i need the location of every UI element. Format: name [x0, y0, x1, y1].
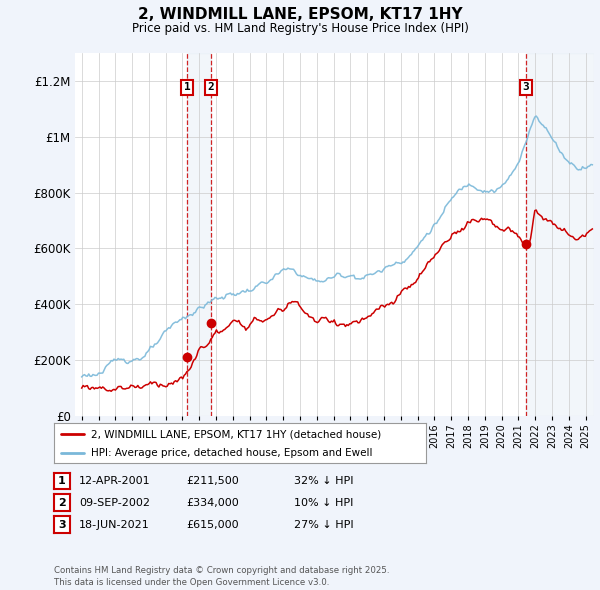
Text: 09-SEP-2002: 09-SEP-2002	[79, 498, 150, 507]
Text: 2, WINDMILL LANE, EPSOM, KT17 1HY (detached house): 2, WINDMILL LANE, EPSOM, KT17 1HY (detac…	[91, 430, 382, 440]
Text: £334,000: £334,000	[186, 498, 239, 507]
Text: 2: 2	[58, 498, 65, 507]
Text: 10% ↓ HPI: 10% ↓ HPI	[294, 498, 353, 507]
Text: 2: 2	[208, 83, 214, 93]
Text: HPI: Average price, detached house, Epsom and Ewell: HPI: Average price, detached house, Epso…	[91, 448, 373, 458]
Text: £615,000: £615,000	[186, 520, 239, 529]
Text: 27% ↓ HPI: 27% ↓ HPI	[294, 520, 353, 529]
Text: 12-APR-2001: 12-APR-2001	[79, 476, 151, 486]
Text: 1: 1	[58, 476, 65, 486]
Text: 2, WINDMILL LANE, EPSOM, KT17 1HY: 2, WINDMILL LANE, EPSOM, KT17 1HY	[137, 7, 463, 22]
Text: 32% ↓ HPI: 32% ↓ HPI	[294, 476, 353, 486]
Text: 1: 1	[184, 83, 191, 93]
Text: 3: 3	[523, 83, 530, 93]
Text: 18-JUN-2021: 18-JUN-2021	[79, 520, 150, 529]
Bar	[526, 53, 594, 416]
Bar	[187, 53, 211, 416]
Text: Price paid vs. HM Land Registry's House Price Index (HPI): Price paid vs. HM Land Registry's House …	[131, 22, 469, 35]
Text: Contains HM Land Registry data © Crown copyright and database right 2025.
This d: Contains HM Land Registry data © Crown c…	[54, 566, 389, 587]
Text: 3: 3	[58, 520, 65, 529]
Text: £211,500: £211,500	[186, 476, 239, 486]
